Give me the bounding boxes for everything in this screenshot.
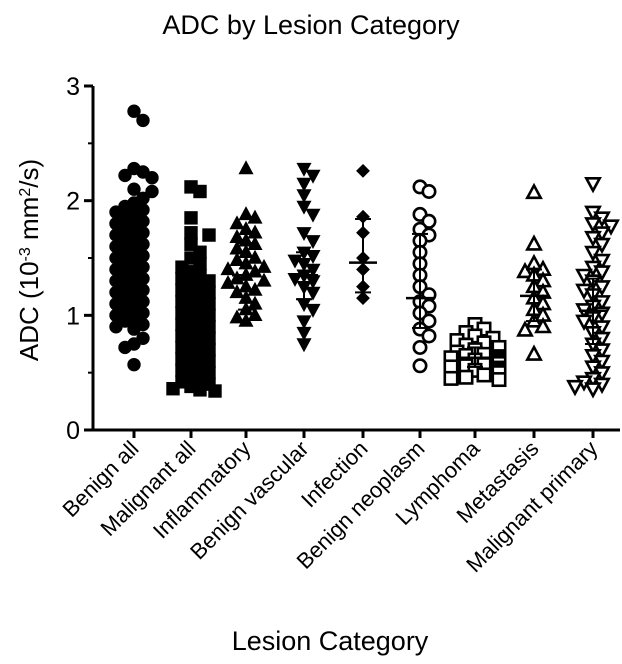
data-point xyxy=(127,357,141,372)
data-point xyxy=(305,303,321,318)
data-point xyxy=(516,261,534,279)
data-point xyxy=(296,326,312,341)
data-point xyxy=(305,250,321,264)
data-point xyxy=(305,286,321,301)
data-point xyxy=(534,316,552,334)
data-point xyxy=(443,370,459,386)
data-point xyxy=(296,177,312,192)
data-point xyxy=(525,182,543,200)
data-point xyxy=(566,379,584,397)
data-point xyxy=(584,245,602,263)
y-tick-label: 2 xyxy=(66,188,80,216)
data-point xyxy=(296,315,312,330)
data-point xyxy=(247,209,263,224)
data-point xyxy=(458,369,474,385)
data-point xyxy=(287,272,303,287)
data-point xyxy=(296,189,312,204)
data-point xyxy=(109,320,123,334)
data-point xyxy=(166,382,180,396)
y-tick-label: 0 xyxy=(66,417,80,445)
data-point xyxy=(296,338,312,353)
data-point xyxy=(525,234,543,251)
data-point xyxy=(247,281,263,296)
data-point xyxy=(575,314,593,332)
data-point xyxy=(256,258,272,273)
axes: 0 1 2 3 xyxy=(66,73,620,445)
data-point xyxy=(412,358,428,374)
data-point xyxy=(412,339,428,355)
data-point xyxy=(136,113,150,128)
data-point xyxy=(296,162,312,177)
data-point xyxy=(118,168,132,183)
data-point xyxy=(184,226,198,240)
data-point xyxy=(584,217,602,234)
data-point xyxy=(208,384,222,398)
data-point xyxy=(296,227,312,242)
data-point xyxy=(516,320,534,337)
data-point xyxy=(593,265,611,282)
data-point xyxy=(305,169,321,184)
data-point xyxy=(584,382,602,399)
data-point xyxy=(296,200,312,215)
data-point xyxy=(593,280,611,297)
data-point xyxy=(229,215,245,230)
data-point xyxy=(193,184,207,199)
y-tick-label: 1 xyxy=(66,302,80,330)
data-point xyxy=(421,313,437,329)
data-point xyxy=(118,340,132,355)
data-point xyxy=(421,328,437,344)
data-point xyxy=(247,249,263,264)
data-point xyxy=(491,372,507,388)
data-point xyxy=(238,206,254,221)
y-tick-label: 3 xyxy=(66,73,80,101)
data-point xyxy=(127,104,141,118)
data-point xyxy=(247,263,263,278)
chart-title: ADC by Lesion Category xyxy=(162,10,460,40)
data-point xyxy=(421,183,437,199)
data-point xyxy=(202,228,216,242)
data-point xyxy=(184,211,198,225)
y-axis-title: ADC (10-3 mm2/s) xyxy=(14,159,44,361)
data-point xyxy=(593,237,611,255)
data-point xyxy=(220,261,236,276)
data-point xyxy=(356,291,370,306)
data-point xyxy=(238,312,254,327)
data-point xyxy=(220,274,236,289)
data-point xyxy=(193,383,207,397)
data-point xyxy=(229,252,245,266)
data-point xyxy=(229,309,245,324)
data-point xyxy=(145,184,159,199)
data-point xyxy=(476,367,492,383)
data-point xyxy=(145,171,159,185)
data-marks xyxy=(109,104,620,399)
data-point xyxy=(127,182,141,196)
x-axis-title: Lesion Category xyxy=(231,626,429,656)
data-point xyxy=(525,344,543,361)
data-point xyxy=(127,322,141,336)
data-point xyxy=(584,176,602,194)
data-point xyxy=(305,208,321,223)
data-point xyxy=(229,284,245,299)
data-point xyxy=(238,160,254,175)
data-point xyxy=(247,307,263,322)
data-point xyxy=(229,270,245,285)
data-point xyxy=(256,272,272,287)
data-point xyxy=(421,213,437,229)
data-point xyxy=(356,163,370,178)
data-point xyxy=(305,235,321,250)
